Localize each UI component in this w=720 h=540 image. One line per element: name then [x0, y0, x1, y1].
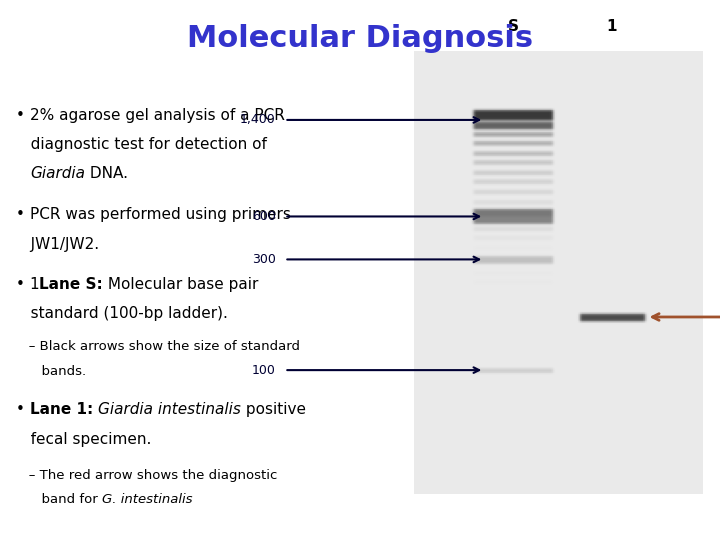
Text: – Black arrows show the size of standard: – Black arrows show the size of standard: [16, 340, 300, 353]
Text: diagnostic test for detection of: diagnostic test for detection of: [16, 137, 266, 152]
Text: fecal specimen.: fecal specimen.: [16, 431, 151, 447]
Text: Lane S:: Lane S:: [39, 276, 103, 292]
Text: Lane 1:: Lane 1:: [30, 402, 98, 417]
Text: band for: band for: [16, 494, 102, 507]
Text: •: •: [16, 402, 30, 417]
Text: PCR was performed using primers: PCR was performed using primers: [30, 207, 290, 222]
Text: 600: 600: [252, 210, 276, 223]
Text: Giardia: Giardia: [30, 166, 86, 181]
Text: Giardia intestinalis: Giardia intestinalis: [98, 402, 241, 417]
Text: 1,400: 1,400: [240, 113, 276, 126]
Text: DNA.: DNA.: [86, 166, 128, 181]
Text: 1: 1: [30, 276, 39, 292]
Text: Molecular Diagnosis: Molecular Diagnosis: [187, 24, 533, 53]
Text: JW1/JW2.: JW1/JW2.: [16, 237, 99, 252]
Text: G. intestinalis: G. intestinalis: [102, 494, 192, 507]
Text: bands.: bands.: [16, 365, 86, 378]
Text: •: •: [16, 276, 30, 292]
Text: •: •: [16, 107, 30, 123]
Text: Molecular base pair: Molecular base pair: [103, 276, 258, 292]
Text: positive: positive: [241, 402, 306, 417]
Text: – The red arrow shows the diagnostic: – The red arrow shows the diagnostic: [16, 469, 277, 482]
Text: •: •: [16, 207, 30, 222]
Text: 300: 300: [252, 253, 276, 266]
Text: standard (100-bp ladder).: standard (100-bp ladder).: [16, 306, 228, 321]
Text: 1: 1: [607, 18, 617, 33]
Text: 100: 100: [252, 363, 276, 376]
Text: 2% agarose gel analysis of a PCR: 2% agarose gel analysis of a PCR: [30, 107, 284, 123]
Text: S: S: [508, 18, 518, 33]
